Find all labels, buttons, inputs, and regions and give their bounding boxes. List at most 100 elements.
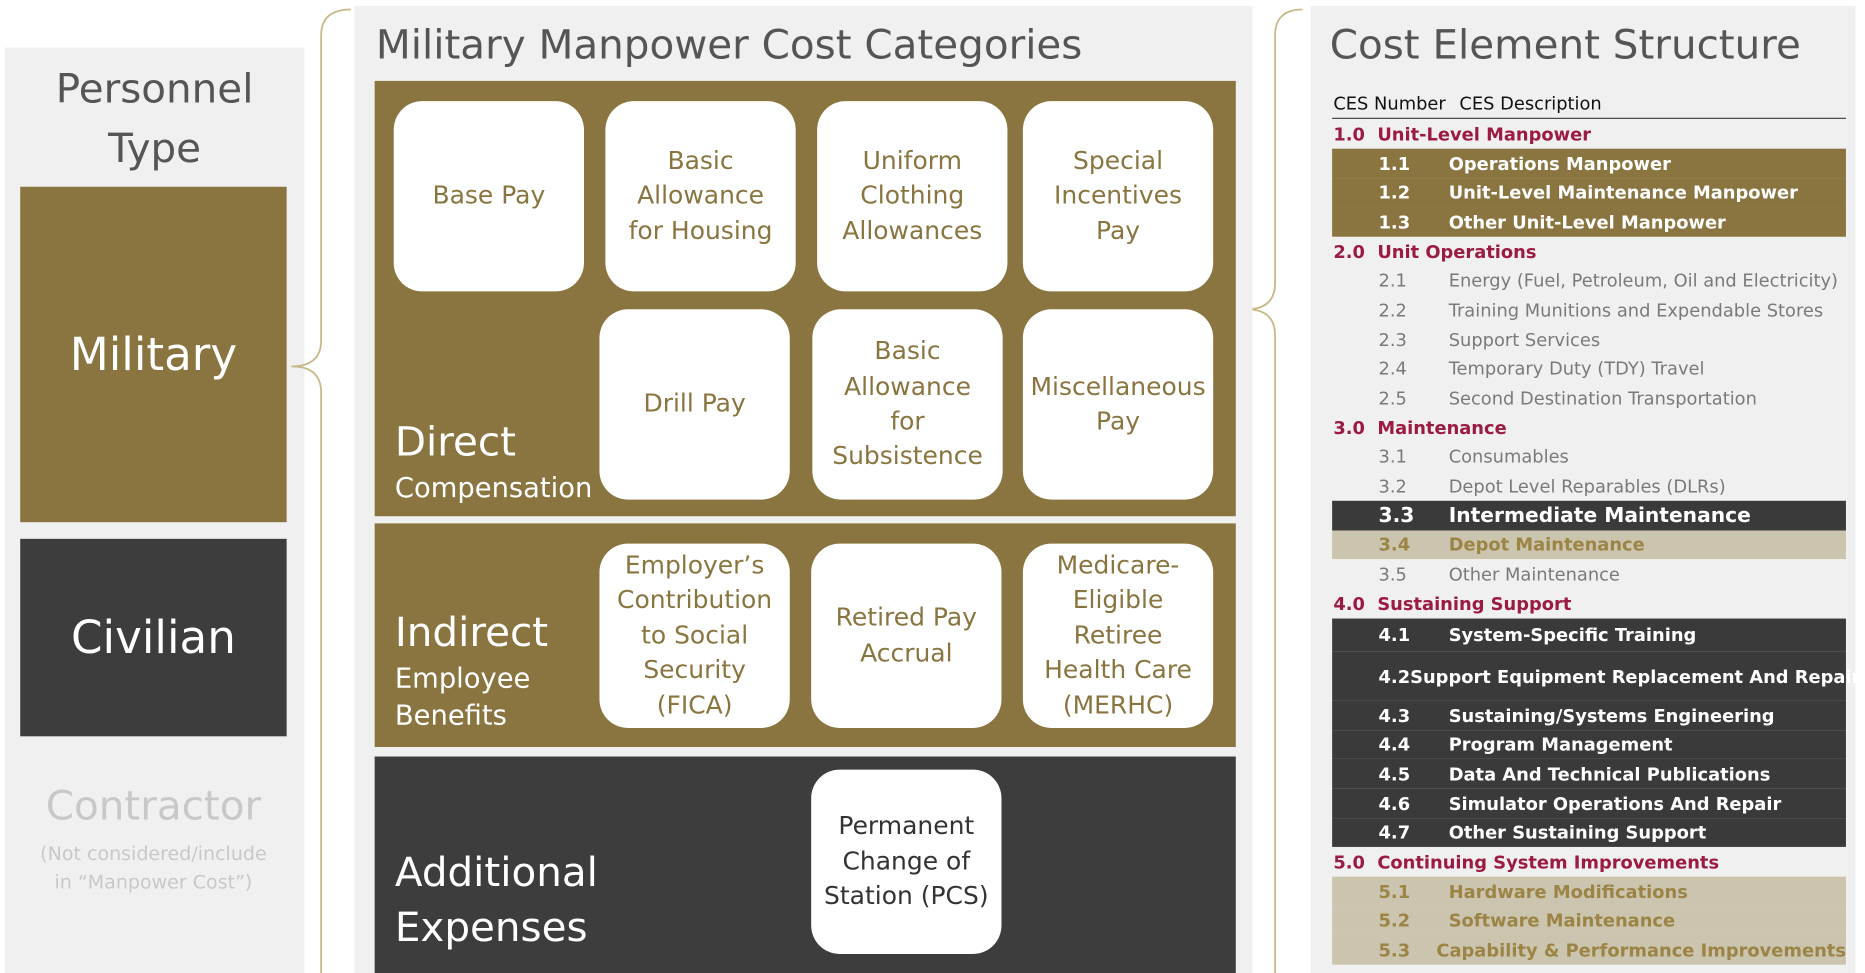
ces-description: Sustaining Support — [1377, 592, 1572, 615]
ces-row: 3.3 Intermediate Maintenance — [1332, 500, 1846, 531]
group-subheading: Employee Benefits — [394, 663, 531, 732]
ces-title: Cost Element Structure — [1329, 21, 1801, 69]
ces-number: 4.5 — [1378, 763, 1411, 785]
ces-number: 1.2 — [1378, 181, 1411, 204]
ces-description: Operations Manpower — [1448, 152, 1671, 175]
ces-description: System-Specific Training — [1448, 624, 1697, 646]
ces-description: Software Maintenance — [1448, 909, 1676, 932]
ces-description: Other Unit-Level Manpower — [1448, 211, 1726, 233]
cost-item: Basic Allowance for Subsistence — [812, 309, 1003, 500]
ces-description: Hardware Modifications — [1448, 880, 1688, 903]
ces-number: 1.0 — [1333, 123, 1365, 146]
ces-description: Continuing System Improvements — [1377, 851, 1720, 873]
brace — [1246, 8, 1303, 973]
ces-description: Consumables — [1448, 446, 1569, 468]
ces-number: 4.3 — [1378, 704, 1411, 727]
ces-description: Unit-Level Maintenance Manpower — [1448, 181, 1798, 204]
group-heading: Direct — [394, 418, 516, 467]
ces-row: 2.0 Unit Operations — [1332, 237, 1846, 267]
ces-row: 1.1 Operations Manpower — [1332, 148, 1846, 179]
ces-number: 4.0 — [1333, 592, 1365, 615]
ces-description: Program Management — [1448, 733, 1673, 756]
cost-item: Basic Allowance for Housing — [605, 101, 796, 292]
ces-number: 2.2 — [1378, 299, 1407, 321]
ces-number: 3.3 — [1378, 503, 1415, 528]
cost-item: Medicare-Eligible Retiree Health Care (M… — [1022, 543, 1214, 728]
ces-number: 2.0 — [1333, 240, 1365, 263]
ces-row: 1.0 Unit-Level Manpower — [1332, 120, 1846, 149]
ces-row: 4.0 Sustaining Support — [1332, 589, 1846, 619]
group-heading: Additional Expenses — [394, 849, 598, 952]
ces-number: 1.3 — [1378, 211, 1411, 233]
ces-row: 3.1 Consumables — [1332, 442, 1846, 471]
ces-number: 3.5 — [1378, 563, 1407, 585]
ces-row: 3.5 Other Maintenance — [1332, 559, 1846, 589]
ces-number: 3.1 — [1378, 446, 1407, 468]
ces-description: Temporary Duty (TDY) Travel — [1448, 358, 1705, 380]
ces-number: 1.1 — [1378, 152, 1411, 175]
category-group — [374, 756, 1236, 973]
ces-description: Support Services — [1448, 328, 1601, 351]
cost-item: Base Pay — [393, 101, 584, 292]
ces-row: 1.3 Other Unit-Level Manpower — [1332, 206, 1846, 237]
ces-description: Data And Technical Publications — [1448, 763, 1771, 785]
ces-row: 5.2 Software Maintenance — [1332, 906, 1846, 935]
ces-description: Other Sustaining Support — [1448, 821, 1707, 844]
ces-description: Maintenance — [1377, 416, 1507, 439]
ces-description: Unit-Level Manpower — [1377, 123, 1592, 146]
ces-description: Second Destination Transportation — [1448, 387, 1757, 409]
ces-row: 3.0 Maintenance — [1332, 413, 1846, 443]
ces-row: 4.5 Data And Technical Publications — [1332, 758, 1846, 789]
ces-number: 4.6 — [1378, 792, 1411, 815]
ces-row: 2.5 Second Destination Transportation — [1332, 383, 1846, 413]
ces-column-header: CES Number — [1333, 92, 1446, 115]
ces-description: Unit Operations — [1377, 240, 1537, 263]
ces-row: 2.1 Energy (Fuel, Petroleum, Oil and Elec… — [1332, 266, 1846, 295]
ces-row: 5.1 Hardware Modifications — [1332, 876, 1846, 907]
ces-row: 5.3 Capability & Performance Improvements — [1332, 934, 1846, 965]
ces-number: 5.0 — [1333, 851, 1365, 873]
personnel-title: Personnel Type — [55, 65, 254, 173]
ces-description: Depot Level Reparables (DLRs) — [1448, 475, 1726, 497]
ces-number: 2.5 — [1378, 387, 1407, 409]
ces-row: 2.4 Temporary Duty (TDY) Travel — [1332, 354, 1846, 383]
group-heading: Indirect — [394, 609, 549, 657]
ces-number: 4.1 — [1378, 624, 1411, 646]
ces-description: Energy (Fuel, Petroleum, Oil and Electri… — [1448, 270, 1839, 292]
cost-item: Special Incentives Pay — [1022, 101, 1214, 292]
ces-description: Depot Maintenance — [1448, 534, 1645, 556]
ces-description: Sustaining/Systems Engineering — [1448, 704, 1775, 727]
ces-description: Intermediate Maintenance — [1448, 503, 1751, 528]
ces-number: 2.4 — [1378, 358, 1407, 380]
header-rule — [1332, 117, 1846, 119]
brace — [291, 8, 351, 973]
cost-item: Permanent Change of Station (PCS) — [811, 769, 1002, 954]
ces-row: 4.4 Program Management — [1332, 730, 1846, 759]
ces-number: 3.0 — [1333, 416, 1365, 439]
ces-row: 4.6 Simulator Operations And Repair — [1332, 788, 1846, 819]
ces-description: Support Equipment Replacement And Repair — [1410, 665, 1861, 687]
ces-description: Other Maintenance — [1448, 563, 1620, 585]
cost-item: Drill Pay — [599, 309, 790, 500]
ces-row: 3.2 Depot Level Reparables (DLRs) — [1332, 471, 1846, 501]
ces-number: 4.2 — [1378, 665, 1411, 687]
ces-description: Simulator Operations And Repair — [1448, 792, 1782, 815]
group-subheading: Compensation — [394, 473, 593, 505]
ces-row: 2.3 Support Services — [1332, 325, 1846, 355]
ces-row: 4.7 Other Sustaining Support — [1332, 818, 1846, 847]
ces-number: 2.1 — [1378, 270, 1407, 292]
ces-row: 5.0 Continuing System Improvements — [1332, 847, 1846, 877]
personnel-type: Contractor — [45, 782, 262, 831]
contractor-note: (Not considered/include in “Manpower Cos… — [40, 842, 267, 894]
ces-row: 4.1 System-Specific Training — [1332, 618, 1846, 652]
cost-item: Retired Pay Accrual — [811, 543, 1002, 728]
ces-number: 3.2 — [1378, 475, 1407, 497]
cost-item: Uniform Clothing Allowances — [817, 101, 1008, 292]
personnel-type: Civilian — [20, 538, 287, 737]
personnel-type: Military — [20, 186, 287, 523]
ces-number: 4.4 — [1378, 733, 1411, 756]
ces-row: 2.2 Training Munitions and Expendable Sto… — [1332, 295, 1846, 325]
